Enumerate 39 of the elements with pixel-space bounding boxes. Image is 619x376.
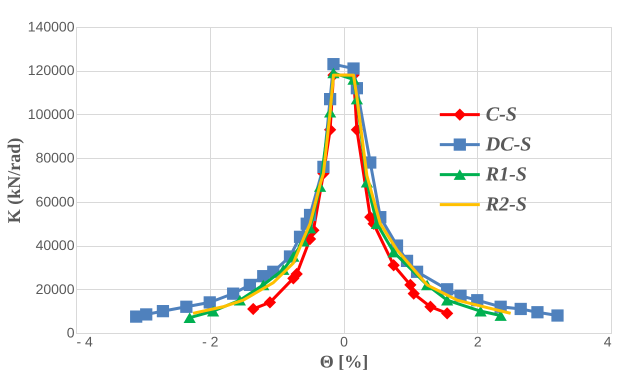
y-tick-label: 40000 [36,237,75,254]
x-tick-label: - 2 [202,334,219,350]
point [531,306,544,318]
x-tick-label: - 4 [76,334,94,350]
y-tick-label: 120000 [28,62,75,78]
point [514,302,527,316]
y-tick-label: 60000 [36,193,75,210]
point [140,308,152,321]
point [180,300,192,313]
legend-label: C-S [486,104,517,126]
point [156,305,170,318]
point [327,58,340,70]
point [474,306,487,316]
y-tick-label: 100000 [28,106,75,122]
y-tick-label: 140000 [28,18,75,34]
point [441,294,454,306]
y-tick-label: 80000 [36,150,75,166]
point [424,300,437,313]
point [204,296,216,309]
y-axis-title: K (kN/rad) [4,138,24,224]
point [264,296,276,309]
point [388,246,400,258]
point [184,312,196,324]
legend-label: R2-S [484,194,527,216]
point [388,259,400,272]
point [227,288,240,300]
legend-label: DC-S [484,134,532,156]
x-tick-label: 0 [340,334,348,350]
point [551,309,564,322]
point [244,278,256,292]
point [441,307,454,320]
x-tick-label: 2 [474,334,482,350]
point [404,278,416,292]
legend-label: R1-S [484,164,527,186]
x-tick-label: 4 [604,334,612,350]
x-axis-title: Θ [%] [320,352,368,372]
point [408,288,420,300]
point [247,302,260,316]
y-tick-label: 20000 [36,280,75,297]
